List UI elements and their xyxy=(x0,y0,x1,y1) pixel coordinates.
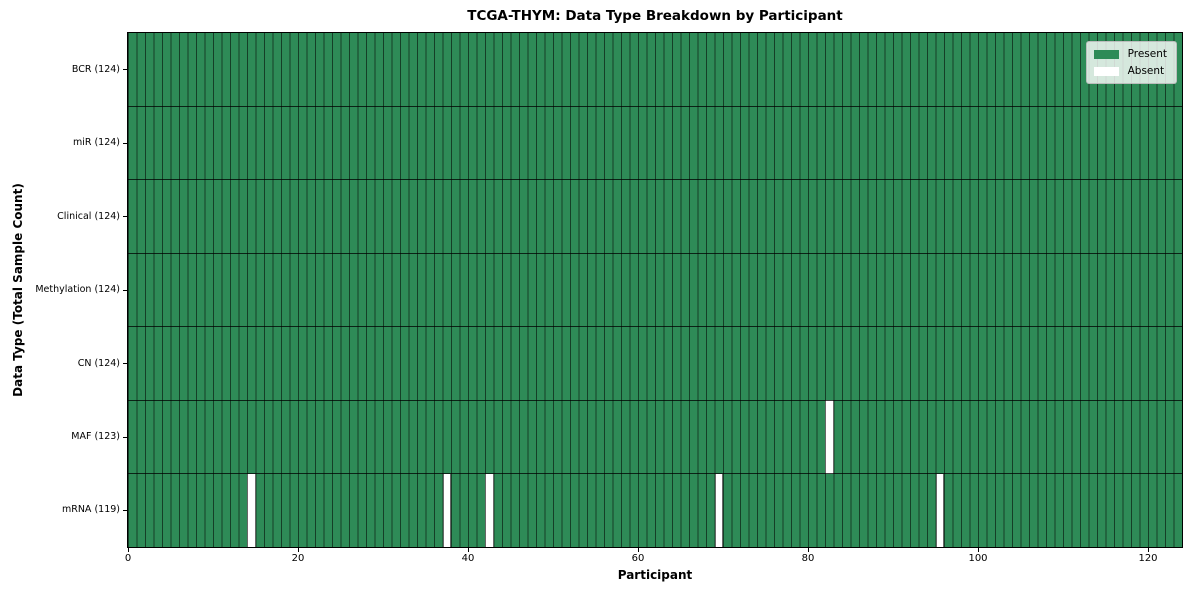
legend-swatch-absent-icon xyxy=(1093,66,1119,76)
x-tick-mark xyxy=(1147,548,1149,552)
absent-cell-mRNA-42 xyxy=(485,473,494,547)
y-tick-label-CN: CN (124) xyxy=(77,357,120,369)
absent-cell-mRNA-95 xyxy=(935,473,944,547)
legend-swatch-present-icon xyxy=(1093,49,1119,59)
row-separator xyxy=(128,105,1182,107)
absent-cell-mRNA-37 xyxy=(442,473,451,547)
x-tick-label-40: 40 xyxy=(461,553,475,564)
row-separator xyxy=(128,399,1182,401)
x-tick-label-0: 0 xyxy=(124,553,132,564)
y-tick-label-Methylation: Methylation (124) xyxy=(35,284,120,296)
absent-cell-mRNA-69 xyxy=(714,473,723,547)
y-tick-label-MAF: MAF (123) xyxy=(71,431,120,443)
row-separator xyxy=(128,252,1182,254)
x-tick-mark xyxy=(807,548,809,552)
x-tick-label-120: 120 xyxy=(1138,553,1158,564)
absent-cell-MAF-82 xyxy=(825,400,834,474)
x-tick-mark xyxy=(637,548,639,552)
y-tick-mark xyxy=(122,216,127,218)
chart-title: TCGA-THYM: Data Type Breakdown by Partic… xyxy=(467,8,843,24)
y-tick-mark xyxy=(122,363,127,365)
legend-item-absent: Absent xyxy=(1093,65,1167,77)
legend-item-present: Present xyxy=(1093,48,1167,60)
y-tick-label-mRNA: mRNA (119) xyxy=(61,504,120,516)
plot-area: Present Absent xyxy=(127,32,1183,548)
x-tick-label-60: 60 xyxy=(631,553,645,564)
y-tick-mark xyxy=(122,289,127,291)
x-tick-mark xyxy=(467,548,469,552)
x-axis-label: Participant xyxy=(617,568,693,582)
x-tick-label-100: 100 xyxy=(968,553,988,564)
y-tick-mark xyxy=(122,142,127,144)
row-separator xyxy=(128,326,1182,328)
x-tick-mark xyxy=(297,548,299,552)
y-tick-mark xyxy=(122,69,127,71)
legend-label-present: Present xyxy=(1127,48,1167,60)
absent-cell-mRNA-14 xyxy=(247,473,256,547)
y-tick-label-miR: miR (124) xyxy=(72,137,120,149)
x-tick-mark xyxy=(977,548,979,552)
y-tick-label-BCR: BCR (124) xyxy=(71,63,120,75)
row-separator xyxy=(128,179,1182,181)
y-tick-mark xyxy=(122,436,127,438)
x-tick-label-20: 20 xyxy=(291,553,305,564)
y-tick-mark xyxy=(122,509,127,511)
legend-label-absent: Absent xyxy=(1127,65,1165,77)
row-separator xyxy=(128,473,1182,475)
legend: Present Absent xyxy=(1085,41,1177,84)
x-tick-mark xyxy=(127,548,129,552)
y-tick-label-Clinical: Clinical (124) xyxy=(57,210,120,222)
x-tick-label-80: 80 xyxy=(801,553,815,564)
